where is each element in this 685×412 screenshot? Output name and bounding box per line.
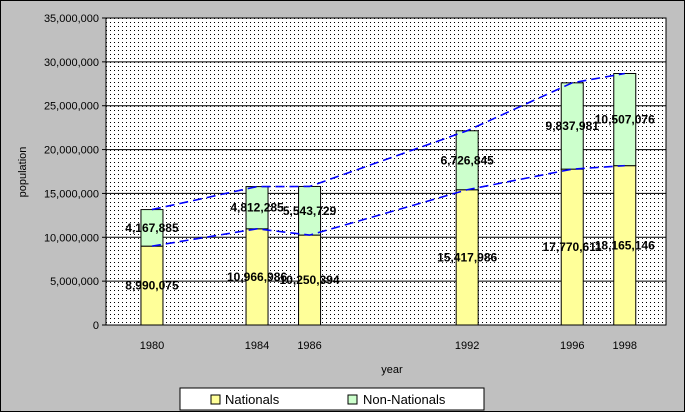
y-tick-label: 15,000,000 (44, 188, 99, 200)
y-axis-title: population (17, 147, 29, 198)
data-label-nationals: 10,966,986 (227, 270, 287, 284)
data-label-nationals: 8,990,075 (125, 279, 179, 293)
trend-line-total (151, 72, 625, 211)
data-label-non-nationals: 6,726,845 (440, 153, 494, 167)
x-tick-label: 1992 (455, 340, 479, 352)
y-tick-labels: 0 5,000,000 10,000,000 15,000,000 20,000,000… (44, 13, 99, 332)
legend-label-non-nationals: Non-Nationals (363, 392, 446, 407)
legend-swatch-non-nationals (347, 394, 358, 405)
x-tick-label: 1986 (297, 340, 321, 352)
data-label-nationals: 17,770,611 (543, 240, 603, 254)
trend-line-nationals (151, 164, 625, 247)
data-label-nationals: 15,417,986 (437, 250, 497, 264)
x-tick-labels: 1980 1984 1986 1992 1996 1998 (140, 340, 637, 352)
data-label-nationals: 10,250,394 (280, 273, 340, 287)
y-tick-label: 30,000,000 (44, 57, 99, 69)
y-tick-label: 0 (93, 320, 99, 332)
data-label-non-nationals: 9,837,981 (546, 119, 600, 133)
legend-label-nationals: Nationals (225, 392, 280, 407)
legend: Nationals Non-Nationals (179, 387, 485, 411)
x-tick-label: 1984 (245, 340, 269, 352)
x-tick-label: 1996 (560, 340, 584, 352)
data-label-non-nationals: 4,167,885 (125, 221, 179, 235)
x-tick-label: 1980 (140, 340, 164, 352)
x-axis-title: year (381, 364, 403, 376)
y-tick-label: 20,000,000 (44, 145, 99, 157)
data-label-nationals: 18,165,146 (595, 238, 655, 252)
data-label-non-nationals: 10,507,076 (595, 113, 655, 127)
data-label-non-nationals: 5,543,729 (283, 204, 337, 218)
trend-lines (151, 72, 625, 247)
data-labels: 8,990,075 4,167,885 10,966,986 4,812,285 10,… (125, 113, 655, 293)
y-tick-label: 35,000,000 (44, 13, 99, 25)
y-tick-label: 5,000,000 (50, 276, 99, 288)
legend-swatch-nationals (210, 394, 221, 405)
data-label-non-nationals: 4,812,285 (230, 201, 284, 215)
y-tick-label: 25,000,000 (44, 101, 99, 113)
y-tick-label: 10,000,000 (44, 232, 99, 244)
x-tick-label: 1998 (613, 340, 637, 352)
